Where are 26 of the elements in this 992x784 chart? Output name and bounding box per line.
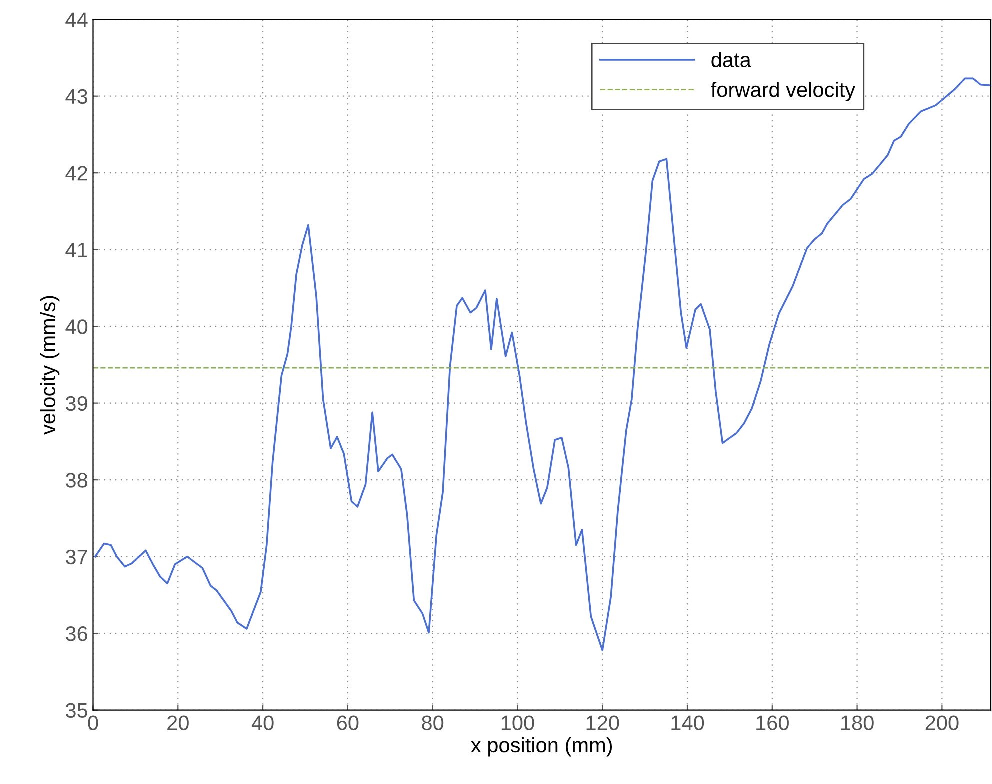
y-tick-label: 38 — [66, 473, 88, 488]
x-tick-label: 60 — [337, 716, 359, 730]
y-tick-label: 39 — [66, 396, 88, 412]
y-axis-title: velocity (mm/s) — [40, 296, 60, 435]
x-tick-label: 100 — [502, 716, 534, 730]
x-axis-title: x position (mm) — [471, 737, 612, 757]
x-tick-label: 40 — [252, 716, 274, 730]
line-series — [94, 78, 992, 652]
x-tick-label: 80 — [422, 716, 444, 730]
x-tick-label: 160 — [756, 716, 789, 730]
x-tick-label: 200 — [926, 716, 959, 730]
x-tick-label: 140 — [672, 716, 704, 730]
x-tick-label: 20 — [168, 716, 189, 730]
x-tick-label: 0 — [88, 716, 98, 730]
y-tick-label: 36 — [66, 626, 88, 642]
y-tick-label: 40 — [66, 320, 88, 334]
y-tick-label: 42 — [66, 166, 88, 181]
y-tick-label: 37 — [66, 550, 88, 565]
x-tick-label: 180 — [842, 716, 874, 730]
y-tick-label: 44 — [66, 12, 88, 28]
legend-label: data — [712, 52, 752, 68]
legend-label: forward velocity — [711, 82, 856, 102]
y-tick-label: 43 — [66, 89, 88, 104]
x-tick-label: 120 — [586, 716, 620, 730]
y-tick-label: 35 — [66, 703, 88, 718]
y-tick-label: 41 — [66, 243, 88, 258]
